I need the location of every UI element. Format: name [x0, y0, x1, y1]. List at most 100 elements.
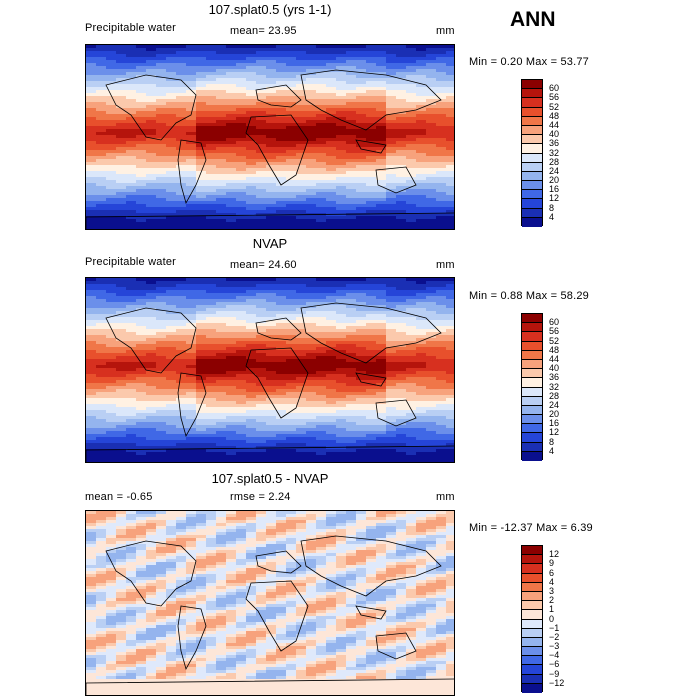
field-cell — [316, 66, 327, 70]
field-cell — [296, 219, 307, 223]
field-cell — [366, 514, 377, 518]
field-cell — [356, 75, 367, 79]
field-cell — [206, 51, 217, 55]
field-cell — [126, 404, 137, 408]
field-cell — [96, 302, 107, 306]
field-cell — [376, 123, 387, 127]
field-cell — [266, 344, 277, 348]
field-cell — [256, 380, 267, 384]
field-cell — [186, 529, 197, 533]
field-cell — [436, 523, 447, 527]
field-cell — [186, 207, 197, 211]
field-cell — [196, 455, 207, 459]
field-cell — [266, 162, 277, 166]
panel-2-mean-label: mean= 24.60 — [230, 259, 297, 271]
field-cell — [96, 365, 107, 369]
field-cell — [176, 511, 187, 515]
field-cell — [206, 201, 217, 205]
field-cell — [176, 165, 187, 169]
field-cell — [236, 201, 247, 205]
field-cell — [156, 523, 167, 527]
field-cell — [366, 452, 377, 456]
field-cell — [426, 99, 437, 103]
field-cell — [326, 281, 337, 285]
field-cell — [226, 192, 237, 196]
field-cell — [326, 431, 337, 435]
field-cell — [296, 520, 307, 524]
field-cell — [176, 443, 187, 447]
field-cell — [256, 344, 267, 348]
field-cell — [276, 54, 287, 58]
field-cell — [346, 138, 357, 142]
field-cell — [136, 138, 147, 142]
field-cell — [276, 368, 287, 372]
field-cell — [406, 195, 417, 199]
field-cell — [266, 219, 277, 223]
field-cell — [196, 117, 207, 121]
field-cell — [116, 150, 127, 154]
field-cell — [186, 144, 197, 148]
field-cell — [406, 320, 417, 324]
field-cell — [96, 204, 107, 208]
field-cell — [176, 84, 187, 88]
field-cell — [246, 290, 257, 294]
field-cell — [206, 195, 217, 199]
field-cell — [306, 368, 317, 372]
field-cell — [326, 165, 337, 169]
field-cell — [166, 138, 177, 142]
field-cell — [336, 201, 347, 205]
field-cell — [296, 407, 307, 411]
field-cell — [376, 386, 387, 390]
field-cell — [156, 126, 167, 130]
field-cell — [236, 195, 247, 199]
field-cell — [406, 108, 417, 112]
field-cell — [336, 189, 347, 193]
field-cell — [396, 308, 407, 312]
field-cell — [276, 225, 287, 229]
field-cell — [436, 383, 447, 387]
field-cell — [426, 171, 437, 175]
field-cell — [316, 281, 327, 285]
field-cell — [426, 281, 437, 285]
field-cell — [96, 341, 107, 345]
field-cell — [446, 75, 454, 79]
field-cell — [126, 407, 137, 411]
field-cell — [236, 51, 247, 55]
field-cell — [376, 365, 387, 369]
field-cell — [376, 520, 387, 524]
field-cell — [316, 93, 327, 97]
field-cell — [276, 532, 287, 536]
field-cell — [316, 398, 327, 402]
field-cell — [176, 105, 187, 109]
field-cell — [326, 395, 337, 399]
field-cell — [416, 192, 427, 196]
field-cell — [276, 329, 287, 333]
field-cell — [176, 177, 187, 181]
field-cell — [406, 87, 417, 91]
field-cell — [266, 105, 277, 109]
field-cell — [326, 287, 337, 291]
field-cell — [376, 99, 387, 103]
field-cell — [86, 186, 97, 190]
field-cell — [116, 422, 127, 426]
field-cell — [366, 296, 377, 300]
field-cell — [406, 317, 417, 321]
field-cell — [256, 204, 267, 208]
field-cell — [226, 362, 237, 366]
field-cell — [426, 290, 437, 294]
field-cell — [276, 380, 287, 384]
field-cell — [86, 171, 97, 175]
colorbar-swatch — [522, 116, 542, 126]
field-cell — [276, 287, 287, 291]
field-cell — [106, 216, 117, 220]
field-cell — [106, 54, 117, 58]
field-cell — [116, 425, 127, 429]
field-cell — [196, 198, 207, 202]
field-cell — [136, 440, 147, 444]
field-cell — [176, 520, 187, 524]
field-cell — [406, 45, 417, 49]
field-cell — [316, 180, 327, 184]
field-cell — [446, 99, 454, 103]
field-cell — [176, 147, 187, 151]
field-cell — [246, 174, 257, 178]
